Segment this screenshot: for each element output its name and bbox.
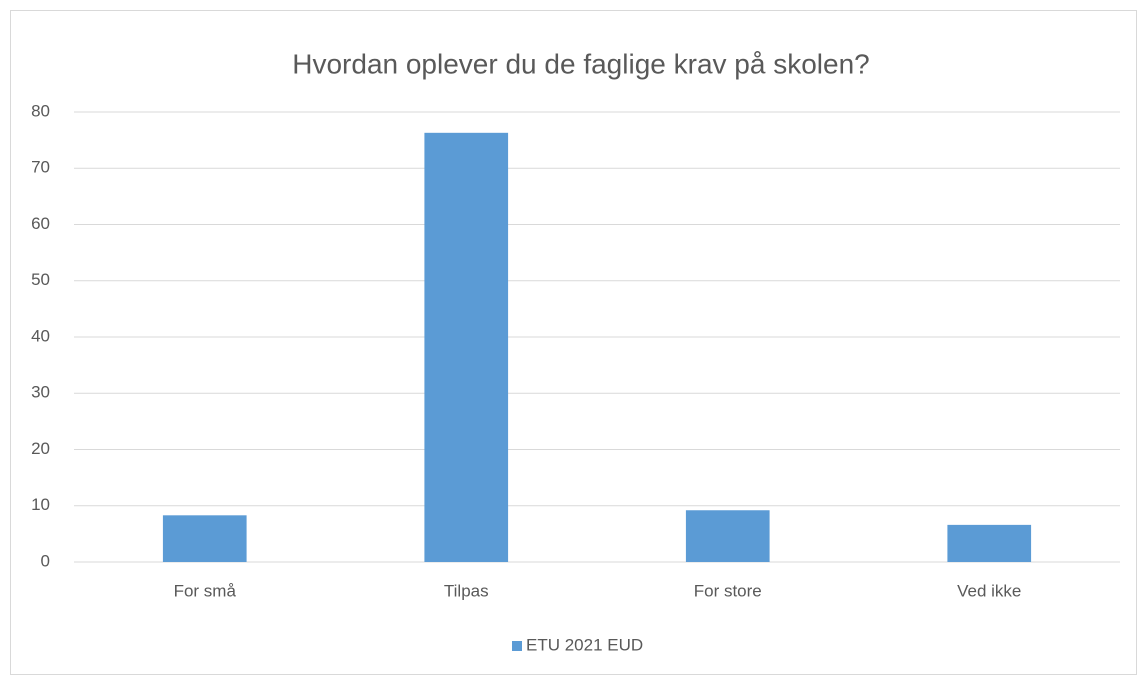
bar bbox=[424, 132, 509, 562]
y-tick-label: 50 bbox=[31, 270, 50, 289]
y-tick-label: 70 bbox=[31, 158, 50, 177]
chart-frame bbox=[10, 10, 1137, 675]
x-tick-label: For små bbox=[174, 581, 237, 600]
bar bbox=[685, 510, 770, 562]
y-tick-label: 10 bbox=[31, 495, 50, 514]
y-tick-label: 80 bbox=[31, 101, 50, 120]
legend-label: ETU 2021 EUD bbox=[526, 635, 643, 654]
bar bbox=[162, 515, 247, 562]
x-tick-label: Tilpas bbox=[444, 581, 489, 600]
y-tick-label: 40 bbox=[31, 326, 50, 345]
y-tick-label: 30 bbox=[31, 383, 50, 402]
chart-title: Hvordan oplever du de faglige krav på sk… bbox=[292, 48, 869, 79]
legend-swatch bbox=[512, 641, 522, 651]
x-tick-label: For store bbox=[694, 581, 762, 600]
x-tick-label: Ved ikke bbox=[957, 581, 1021, 600]
y-tick-label: 0 bbox=[41, 551, 50, 570]
y-tick-label: 60 bbox=[31, 214, 50, 233]
bar bbox=[947, 524, 1032, 562]
y-tick-label: 20 bbox=[31, 439, 50, 458]
